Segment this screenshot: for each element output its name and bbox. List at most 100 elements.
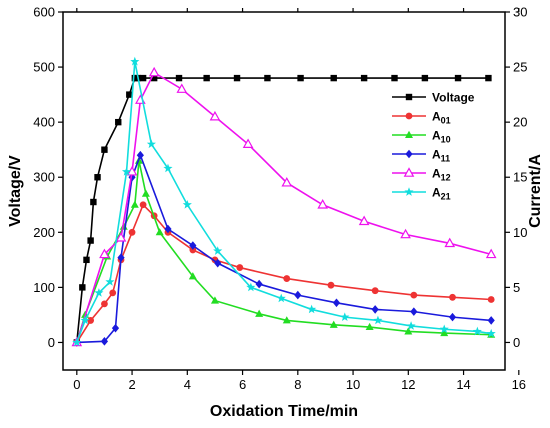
data-point-a11 (487, 316, 495, 325)
data-point-voltage (83, 256, 90, 264)
data-point-voltage (90, 198, 97, 206)
series-a01 (73, 201, 495, 346)
legend: Voltage A01 A10 A11 A12 A21 (392, 91, 475, 202)
data-point-voltage (297, 74, 304, 82)
legend-label: A21 (432, 186, 451, 202)
y-left-tick-label: 200 (33, 225, 55, 240)
data-point-a12 (485, 248, 497, 259)
data-point-a01 (101, 300, 108, 308)
x-axis-title: Oxidation Time/min (210, 403, 358, 420)
data-point-a21 (130, 56, 140, 66)
data-point-voltage (454, 74, 462, 82)
plot-frame (62, 11, 506, 371)
data-point-a10 (155, 228, 164, 236)
series-a21 (72, 56, 496, 347)
data-point-voltage (139, 74, 147, 82)
y-right-tick-label: 0 (513, 335, 520, 350)
data-point-a21 (472, 326, 482, 336)
data-point-a01 (371, 287, 379, 295)
y-right-tick-label: 15 (513, 170, 527, 185)
data-point-a11 (410, 307, 418, 316)
data-point-a21 (105, 277, 115, 286)
legend-marker (405, 149, 413, 159)
data-point-a12 (358, 215, 370, 226)
y-right-tick-label: 30 (513, 5, 527, 20)
data-point-a10 (440, 328, 449, 337)
data-point-a11 (117, 253, 125, 262)
data-point-voltage (264, 74, 271, 82)
data-point-a21 (121, 166, 132, 176)
data-point-a10 (141, 189, 150, 197)
legend-item-voltage: Voltage (392, 91, 475, 105)
x-tick-label: 14 (456, 377, 470, 392)
data-point-voltage (233, 74, 241, 82)
data-point-a11 (100, 337, 109, 346)
data-point-a10 (365, 322, 374, 331)
data-point-a21 (276, 293, 286, 303)
legend-marker (403, 167, 415, 177)
data-point-a11 (111, 323, 120, 333)
data-point-a21 (307, 304, 317, 314)
data-point-voltage (87, 237, 94, 244)
y-right-tick-label: 25 (513, 60, 527, 75)
legend-label: Voltage (432, 91, 475, 105)
data-point-voltage (79, 284, 86, 291)
data-point-a21 (486, 328, 496, 338)
legend-marker (405, 130, 413, 138)
legend-marker (404, 187, 414, 196)
y-axis-left-title: Voltage/V (7, 155, 24, 227)
data-point-a11 (294, 290, 302, 300)
data-point-a01 (109, 289, 117, 297)
series-voltage (73, 74, 492, 346)
data-point-a12 (99, 248, 110, 259)
y-left-tick-label: 0 (48, 335, 55, 350)
y-left-tick-label: 100 (33, 280, 55, 295)
data-point-a12 (317, 199, 328, 209)
y-right-tick-label: 5 (513, 280, 520, 295)
data-point-a21 (94, 288, 104, 297)
data-point-a12 (209, 110, 221, 121)
data-point-voltage (115, 118, 122, 126)
axes-layer: 0 2 4 6 8 10 12 14 16 0 100 200 300 400 500 600 0 5 10 15 20… (33, 5, 527, 393)
data-point-a11 (255, 279, 263, 289)
data-point-a01 (189, 246, 197, 254)
data-point-a21 (246, 282, 256, 292)
legend-item-a01: A01 (392, 110, 451, 126)
x-tick-label: 2 (128, 377, 135, 392)
data-point-voltage (330, 74, 337, 82)
data-point-a10 (255, 309, 264, 317)
data-point-a01 (139, 201, 147, 209)
data-point-a10 (188, 272, 197, 280)
data-point-a21 (163, 163, 173, 173)
data-point-voltage (126, 91, 133, 98)
data-point-a01 (87, 317, 95, 324)
data-point-voltage (175, 74, 183, 82)
series-line-a11 (76, 152, 492, 344)
data-point-a12 (400, 228, 411, 239)
data-point-a21 (72, 337, 82, 347)
data-point-a21 (406, 321, 416, 330)
data-point-a21 (439, 324, 449, 334)
data-point-a12 (444, 237, 456, 248)
legend-label: A11 (432, 148, 450, 164)
data-point-a12 (148, 66, 160, 77)
data-point-a10 (130, 200, 139, 208)
data-point-a10 (329, 320, 338, 328)
x-tick-label: 0 (73, 377, 80, 392)
legend-item-a21: A21 (392, 186, 451, 202)
data-point-a21 (146, 139, 156, 149)
y-left-tick-label: 500 (33, 60, 55, 75)
data-point-voltage (94, 174, 101, 181)
x-tick-label: 16 (512, 377, 526, 392)
y-left-tick-label: 600 (33, 5, 55, 20)
x-tick-label: 6 (239, 377, 246, 392)
y-left-tick-label: 300 (33, 170, 55, 185)
data-point-a11 (164, 224, 172, 234)
x-tick-label: 4 (184, 377, 191, 392)
data-point-voltage (421, 74, 429, 82)
data-point-a01 (410, 291, 418, 299)
data-point-a12 (281, 177, 293, 187)
legend-label: A01 (432, 110, 451, 126)
data-point-a21 (373, 315, 383, 325)
series-a11 (73, 150, 495, 347)
